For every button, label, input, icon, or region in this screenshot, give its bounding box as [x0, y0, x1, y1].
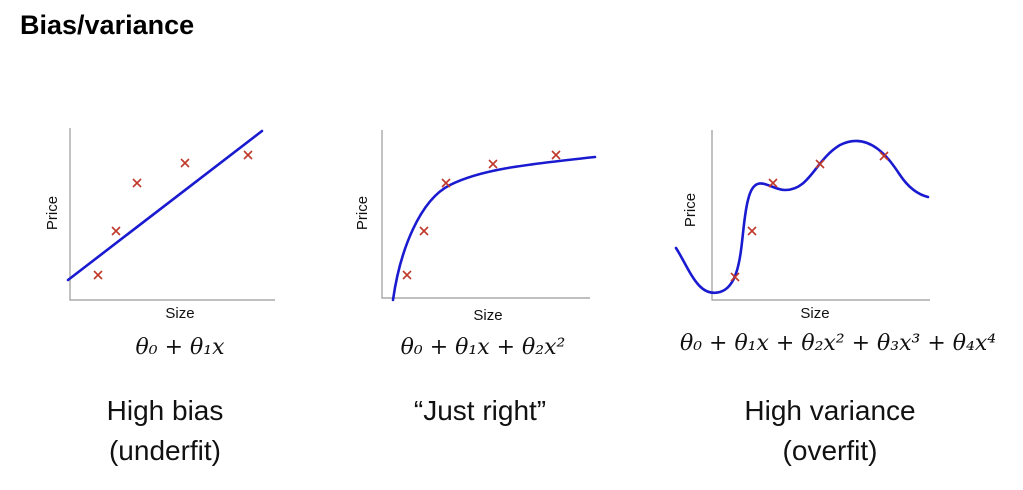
x-label: Size [165, 305, 194, 322]
caption: High bias [107, 395, 224, 426]
formula: θ₀ + θ₁x + θ₂x² [401, 335, 566, 360]
data-points [402, 150, 561, 280]
y-label: Price [682, 193, 699, 227]
caption: (overfit) [783, 435, 878, 466]
axes [381, 130, 590, 299]
panel-underfit: Price Size θ₀ + θ₁x High bias (underfit) [44, 128, 275, 466]
axes [711, 130, 930, 301]
data-points [93, 150, 253, 280]
y-label: Price [44, 196, 61, 230]
caption: High variance [744, 395, 915, 426]
data-points [730, 151, 889, 282]
caption: (underfit) [109, 435, 221, 466]
fit-curve [674, 139, 930, 295]
formula: θ₀ + θ₁x + θ₂x² + θ₃x³ + θ₄x⁴ [680, 331, 996, 356]
caption: “Just right” [414, 395, 546, 426]
slide-title: Bias/variance [20, 10, 194, 40]
panel-just-right: Price Size θ₀ + θ₁x + θ₂x² “Just right” [354, 130, 597, 426]
fit-curve [391, 155, 597, 302]
formula: θ₀ + θ₁x [136, 335, 226, 360]
panel-overfit: Price Size θ₀ + θ₁x + θ₂x² + θ₃x³ + θ₄x⁴… [674, 130, 996, 466]
axes [69, 128, 275, 301]
x-label: Size [800, 305, 829, 322]
fit-line [66, 129, 264, 282]
y-label: Price [354, 196, 371, 230]
x-label: Size [473, 307, 502, 324]
